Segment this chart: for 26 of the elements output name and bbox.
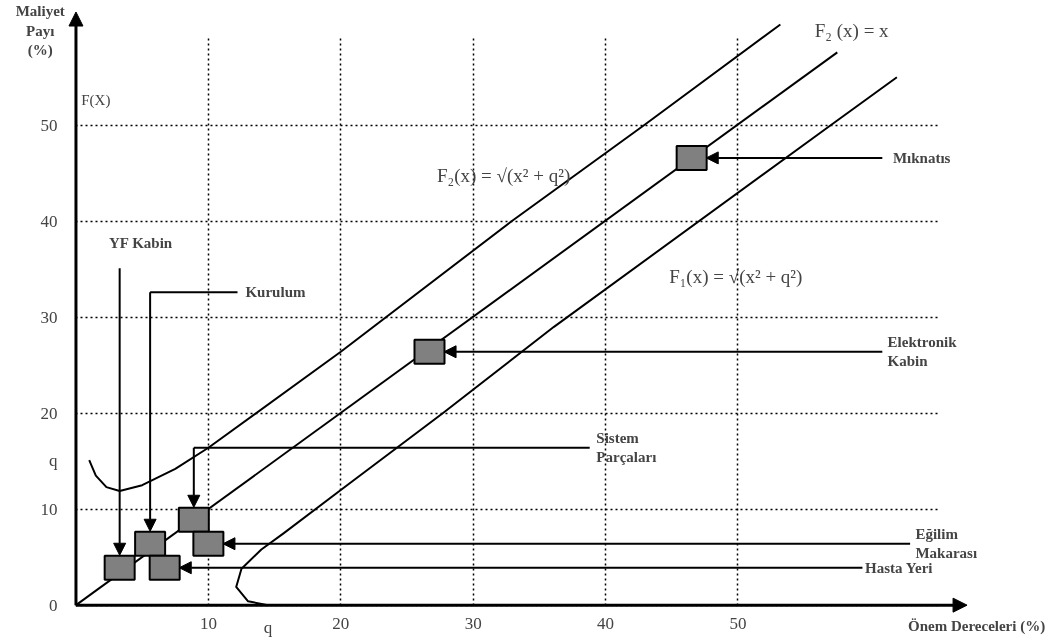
annotation: Hasta Yeri bbox=[865, 559, 933, 576]
series-label: F₂ (x) = x bbox=[814, 19, 890, 42]
y-tick-label: 50 bbox=[40, 115, 58, 135]
annotation: Eğilim Makarası bbox=[915, 526, 978, 562]
annotation: Mıknatıs bbox=[892, 149, 951, 166]
series-label: F₁(x) = √(x² + q²) bbox=[669, 266, 803, 289]
x-axis-title: Önem Dereceleri (%) bbox=[908, 617, 1046, 635]
annotation: YF Kabin bbox=[108, 235, 173, 252]
y-axis-title: Maliyet Payı (%) bbox=[15, 3, 65, 59]
annotation: Kurulum bbox=[245, 284, 306, 301]
y-tick-label: 10 bbox=[40, 499, 58, 519]
y-tick-label: 20 bbox=[40, 403, 58, 423]
y-tick-label: 0 bbox=[48, 595, 58, 615]
x-tick-label: 10 bbox=[199, 613, 217, 633]
annotation: Sistem Parçaları bbox=[596, 430, 657, 466]
x-tick-label: 40 bbox=[597, 613, 615, 633]
x-tick-label: 20 bbox=[332, 613, 350, 633]
annotation: Elektronik Kabin bbox=[887, 334, 958, 370]
x-tick-label: q bbox=[263, 617, 273, 637]
y-tick-label: q bbox=[48, 450, 58, 470]
y-tick-label: 30 bbox=[40, 307, 58, 327]
series-label: F₂(x) = √(x² + q²) bbox=[437, 164, 571, 187]
x-tick-label: 30 bbox=[464, 613, 482, 633]
x-tick-label: 50 bbox=[729, 613, 747, 633]
y-tick-label: 40 bbox=[40, 211, 58, 231]
annotation: F(X) bbox=[81, 92, 111, 110]
